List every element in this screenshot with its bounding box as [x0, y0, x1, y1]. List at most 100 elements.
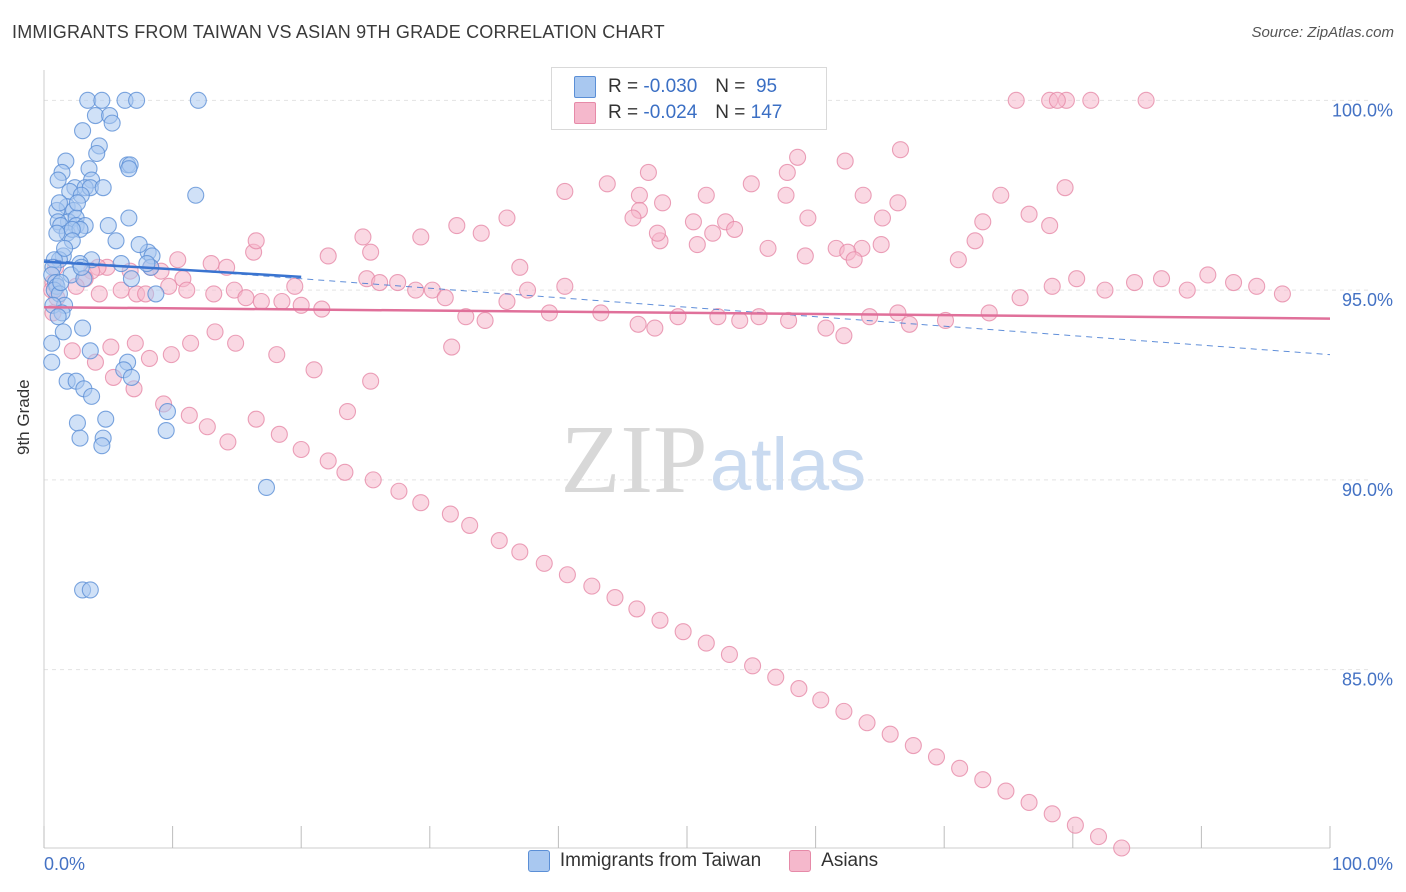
asian-point: [237, 289, 255, 307]
taiwan-point: [81, 581, 99, 599]
asian-point: [160, 277, 178, 295]
asian-point: [558, 566, 576, 584]
asian-point: [873, 209, 892, 227]
taiwan-point: [72, 258, 90, 276]
y-axis-label: 9th Grade: [14, 379, 33, 455]
asian-point: [598, 175, 616, 193]
taiwan-point: [94, 179, 112, 197]
trend-lines: [43, 259, 1331, 356]
asian-point: [448, 217, 466, 235]
grid: [44, 99, 1370, 671]
asian-point: [628, 600, 646, 618]
asian-point: [812, 691, 830, 709]
asian-point: [651, 611, 669, 629]
asian-swatch: [574, 102, 596, 124]
asian-point: [198, 418, 216, 436]
watermark: ZIP atlas: [561, 406, 867, 514]
source-label: Source: ZipAtlas.com: [1251, 24, 1394, 41]
asian-point: [889, 194, 907, 212]
asian-point: [949, 251, 967, 269]
r-label: R =: [608, 102, 639, 123]
asian-point: [511, 543, 529, 561]
asian-point: [389, 273, 407, 292]
asian-point: [629, 315, 647, 333]
asian-point: [744, 657, 762, 675]
asian-point: [102, 338, 120, 356]
asian-point: [371, 273, 389, 292]
asian-point: [461, 516, 479, 534]
asian-point: [1225, 273, 1243, 292]
asian-point: [63, 342, 81, 360]
asian-point: [219, 433, 237, 451]
asian-point: [904, 736, 922, 755]
asian-point: [126, 334, 144, 352]
taiwan-point: [147, 285, 165, 303]
asian-point: [338, 403, 357, 421]
asian-point: [951, 759, 969, 777]
taiwan-point: [120, 160, 138, 178]
taiwan-point: [48, 224, 66, 242]
asian-point: [704, 224, 722, 242]
asian-point: [90, 285, 108, 303]
legend-label-asian: Asians: [821, 850, 879, 871]
asian-point: [624, 209, 642, 227]
asian-point: [286, 277, 304, 295]
taiwan-point: [88, 144, 106, 163]
taiwan-point: [49, 171, 67, 189]
watermark-atlas: atlas: [710, 423, 866, 506]
asian-point: [362, 243, 380, 261]
asian-point: [684, 213, 702, 231]
taiwan-point: [74, 319, 92, 337]
n-value-taiwan: 95: [755, 76, 778, 97]
asian-point: [669, 308, 687, 326]
asian-point: [270, 425, 288, 443]
asian-point: [974, 213, 992, 231]
asian-point: [407, 281, 425, 299]
y-tick-label: 90.0%: [1342, 480, 1393, 500]
asian-point: [720, 645, 738, 663]
asian-point: [1056, 179, 1074, 197]
asian-point: [292, 296, 310, 314]
asian-point: [319, 452, 337, 470]
taiwan-point: [122, 270, 140, 288]
asian-point: [205, 285, 223, 303]
asian-point: [1068, 270, 1086, 288]
legend-item-asian[interactable]: Asians: [789, 850, 878, 872]
asian-point: [750, 308, 768, 326]
taiwan-trend-dashed: [43, 259, 1331, 356]
legend-label-taiwan: Immigrants from Taiwan: [559, 850, 762, 871]
n-label: N =: [715, 76, 746, 97]
asian-point: [731, 311, 749, 330]
r-value-asian: -0.024: [643, 102, 698, 123]
asian-point: [854, 186, 872, 204]
asian-point: [767, 668, 785, 686]
taiwan-point: [49, 308, 67, 326]
asian-point: [490, 532, 508, 550]
asian-point: [247, 232, 265, 250]
taiwan-trend-line: [43, 260, 302, 279]
y-tick-label: 95.0%: [1342, 290, 1393, 310]
asian-point: [498, 209, 516, 227]
asian-point: [1152, 270, 1171, 288]
asian-point: [778, 163, 796, 182]
asian-point: [268, 346, 286, 364]
asian-point: [891, 141, 910, 159]
taiwan-point: [99, 217, 117, 235]
taiwan-point: [120, 209, 138, 227]
asian-point: [845, 251, 863, 269]
asian-point: [182, 334, 200, 352]
legend-item-taiwan[interactable]: Immigrants from Taiwan: [527, 850, 762, 872]
asian-point: [1066, 816, 1084, 834]
legend-swatch-asian: [789, 850, 812, 872]
taiwan-point: [187, 186, 205, 204]
asian-point: [1096, 281, 1114, 299]
asian-point: [1137, 91, 1155, 109]
legend-swatch-taiwan: [527, 850, 550, 872]
stats-row-taiwan: R = -0.030 N = 95: [574, 74, 777, 100]
asian-point: [858, 714, 876, 732]
taiwan-point: [93, 437, 111, 455]
x-tick-label-min: 0.0%: [44, 854, 85, 874]
taiwan-point: [103, 114, 121, 132]
asian-point: [697, 634, 715, 652]
taiwan-point: [52, 273, 70, 292]
